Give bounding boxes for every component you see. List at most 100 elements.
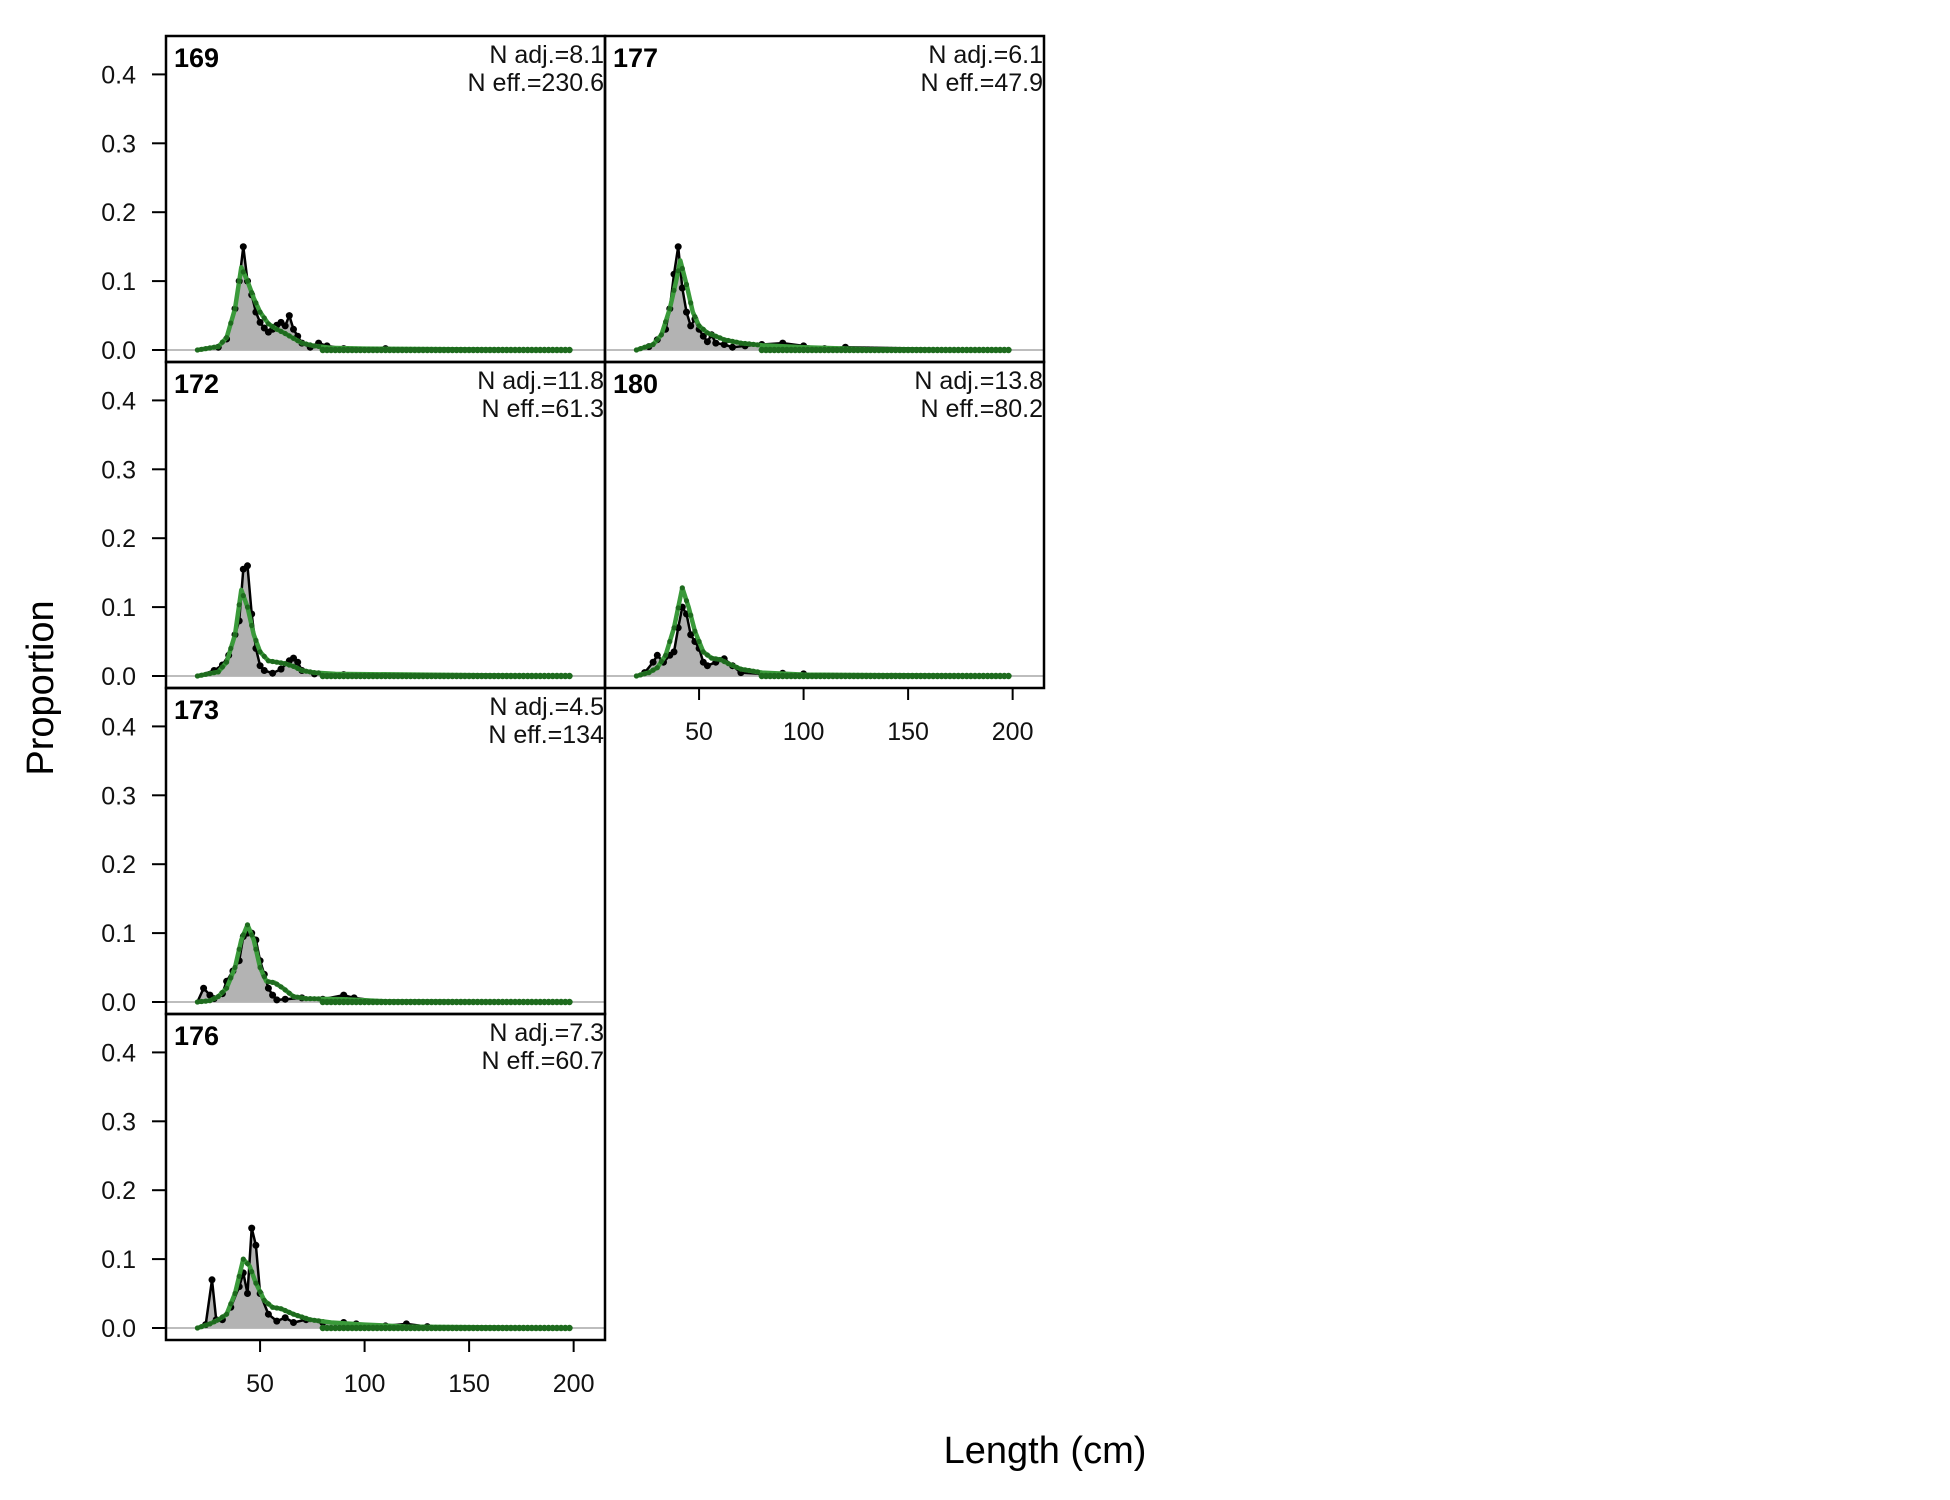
expected-point — [215, 669, 221, 675]
expected-point — [704, 652, 711, 658]
x-tick-label: 150 — [887, 718, 929, 746]
expected-point — [692, 628, 698, 634]
expected-point — [207, 670, 213, 677]
observed-point — [290, 325, 297, 333]
n-adj-label: N adj.=7.3 — [489, 1019, 604, 1047]
expected-point — [211, 996, 217, 1002]
expected-point — [228, 1301, 234, 1307]
expected-point — [219, 989, 225, 996]
expected-point — [224, 659, 230, 665]
expected-point — [717, 335, 723, 341]
expected-point — [311, 996, 317, 1002]
panel-172: 172 N adj.=11.8N eff.=61.3 0.0 0.1 0.2 0.3 0.4 — [101, 360, 607, 691]
observed-point — [703, 338, 711, 346]
x-axis-title: Length (cm) — [944, 1430, 1147, 1472]
expected-point — [303, 341, 309, 347]
expected-point — [215, 1317, 221, 1323]
expected-point — [671, 625, 677, 631]
n-eff-label: N eff.=61.3 — [481, 395, 604, 423]
expected-point — [1005, 672, 1012, 680]
panel-180: 180 N adj.=13.8N eff.=80.2 50 100 150 200 — [603, 360, 1046, 746]
y-tick-label: 0.3 — [101, 782, 136, 810]
expected-point — [299, 667, 305, 674]
expected-point — [709, 331, 715, 338]
expected-point — [646, 343, 652, 349]
expected-point — [646, 670, 652, 676]
expected-point — [244, 922, 251, 928]
y-tick-label: 0.2 — [101, 525, 136, 553]
panel-177: 177 N adj.=6.1N eff.=47.9 — [603, 34, 1046, 364]
expected-point — [667, 638, 673, 645]
expected-point — [692, 314, 698, 320]
expected-point — [261, 1297, 267, 1303]
panel-173: 173 N adj.=4.5N eff.=134 0.0 0.1 0.2 0.3 0.4 — [101, 686, 607, 1017]
expected-point — [240, 932, 246, 938]
expected-point — [194, 999, 200, 1005]
expected-point — [211, 670, 217, 676]
observed-point — [683, 308, 690, 316]
expected-point — [265, 1301, 271, 1307]
expected-point — [257, 309, 263, 315]
expected-point — [207, 998, 213, 1004]
y-tick-label: 0.1 — [101, 268, 136, 296]
expected-point — [261, 653, 267, 660]
expected-point — [299, 340, 305, 346]
y-tick-label: 0.3 — [101, 130, 136, 158]
expected-point — [1005, 346, 1012, 354]
expected-point — [679, 265, 685, 272]
expected-point — [734, 339, 740, 345]
expected-point — [270, 1304, 276, 1310]
observed-point — [281, 995, 289, 1003]
expected-point — [265, 321, 271, 327]
expected-point — [236, 278, 242, 284]
expected-point — [219, 1314, 225, 1320]
n-eff-label: N eff.=230.6 — [468, 69, 604, 97]
y-axis-title: Proportion — [20, 600, 62, 775]
expected-point — [274, 659, 280, 665]
panel-label: 177 — [613, 43, 658, 73]
n-adj-label: N adj.=6.1 — [928, 41, 1043, 69]
y-tick-label: 0.1 — [101, 1246, 136, 1274]
expected-point — [282, 661, 288, 667]
expected-point — [278, 328, 284, 334]
expected-point — [265, 658, 271, 664]
expected-point — [700, 326, 706, 332]
expected-point — [249, 1269, 255, 1275]
observed-point — [244, 1290, 251, 1297]
expected-point — [257, 1289, 263, 1295]
n-adj-label: N adj.=8.1 — [489, 41, 604, 69]
expected-point — [755, 342, 761, 348]
y-tick-label: 0.0 — [101, 337, 136, 365]
expected-point — [244, 1261, 251, 1267]
observed-point — [208, 1276, 216, 1284]
expected-point — [286, 990, 292, 996]
expected-point — [219, 664, 225, 670]
y-tick-label: 0.4 — [101, 61, 136, 89]
x-tick-label: 50 — [685, 718, 713, 746]
observed-point — [239, 243, 247, 251]
expected-point — [713, 333, 719, 339]
expected-point — [211, 1319, 217, 1325]
expected-point — [633, 673, 640, 679]
expected-point — [663, 652, 669, 658]
expected-point — [286, 662, 292, 668]
expected-point — [215, 344, 221, 350]
expected-point — [650, 341, 656, 348]
expected-point — [249, 290, 255, 296]
x-tick-label: 200 — [992, 718, 1034, 746]
expected-point — [286, 1309, 292, 1315]
y-tick-label: 0.1 — [101, 594, 136, 622]
observed-point — [252, 1241, 260, 1249]
observed-point — [256, 318, 264, 326]
expected-point — [729, 338, 736, 344]
y-tick-label: 0.4 — [101, 713, 136, 741]
expected-point — [637, 346, 644, 352]
observed-point — [273, 1317, 281, 1325]
expected-point — [679, 585, 685, 591]
expected-point — [683, 598, 690, 604]
expected-point — [307, 342, 313, 348]
expected-point — [750, 668, 757, 674]
expected-point — [316, 996, 322, 1002]
expected-point — [198, 672, 205, 678]
